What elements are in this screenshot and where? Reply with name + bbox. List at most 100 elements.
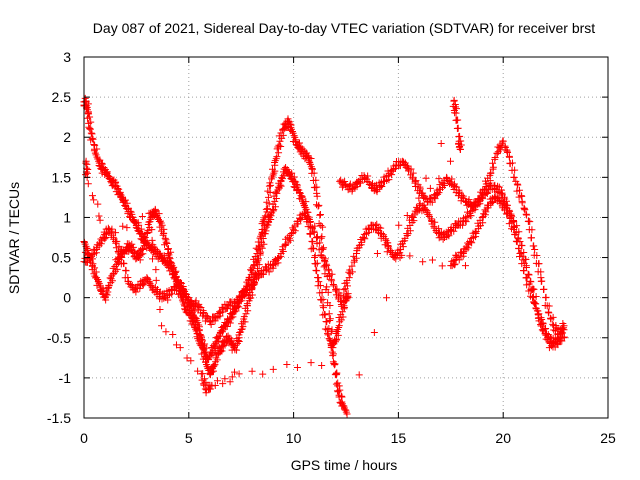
data-point: [328, 270, 336, 278]
data-point: [167, 258, 175, 266]
data-point: [313, 234, 321, 241]
data-point: [227, 338, 235, 346]
data-point: [240, 315, 248, 323]
data-point: [408, 173, 416, 181]
data-point: [187, 357, 195, 365]
data-point: [171, 269, 179, 276]
data-point: [518, 199, 526, 207]
data-point: [84, 180, 92, 188]
data-point: [422, 174, 430, 182]
data-point: [307, 359, 315, 367]
data-point: [117, 191, 125, 199]
data-point: [313, 189, 321, 197]
axis-ticks: [83, 56, 609, 419]
data-point: [130, 217, 138, 225]
data-point: [519, 266, 527, 274]
data-point: [313, 192, 321, 200]
data-point: [281, 242, 289, 250]
data-point: [296, 139, 304, 147]
series-track-f: [447, 192, 568, 347]
data-point: [320, 310, 328, 318]
data-point: [271, 203, 279, 211]
data-point: [191, 323, 199, 331]
data-point: [384, 242, 392, 250]
data-point: [222, 323, 230, 331]
data-point: [168, 262, 176, 270]
data-point: [293, 183, 301, 191]
data-point: [401, 237, 409, 245]
data-point: [450, 96, 458, 104]
data-point: [332, 380, 340, 388]
data-point: [306, 159, 314, 167]
data-point: [549, 320, 557, 328]
y-tick-label: 3: [63, 49, 71, 65]
data-point: [235, 303, 243, 311]
data-point: [506, 213, 514, 221]
data-point: [119, 259, 127, 267]
data-point: [461, 262, 469, 270]
data-points: [80, 94, 568, 418]
data-point: [93, 145, 101, 153]
x-tick-label: 25: [600, 430, 616, 446]
data-point: [383, 294, 391, 302]
data-point: [141, 279, 149, 287]
data-point: [113, 265, 121, 273]
data-point: [160, 229, 168, 237]
data-point: [318, 245, 326, 253]
data-point: [431, 195, 439, 203]
data-point: [213, 377, 221, 385]
data-point: [373, 250, 381, 258]
data-point: [275, 141, 283, 149]
data-point: [508, 159, 516, 167]
data-point: [202, 361, 210, 369]
data-point: [86, 113, 94, 121]
data-point: [151, 207, 159, 215]
data-point: [245, 297, 253, 305]
data-point: [232, 307, 240, 315]
data-point: [156, 249, 164, 257]
data-point: [516, 186, 524, 194]
data-point: [514, 234, 522, 242]
data-point: [316, 281, 324, 289]
data-point: [515, 228, 523, 236]
data-point: [156, 295, 164, 303]
data-point: [333, 371, 341, 379]
data-point: [324, 331, 332, 339]
data-point: [530, 298, 538, 306]
data-point: [315, 220, 323, 228]
data-point: [521, 255, 529, 263]
data-point: [544, 308, 552, 316]
data-point: [318, 362, 326, 370]
data-point: [242, 310, 250, 318]
data-point: [267, 212, 275, 220]
data-point: [388, 249, 396, 257]
y-tick-label: 0.5: [52, 250, 72, 266]
data-point: [344, 294, 352, 302]
data-point: [148, 236, 156, 244]
data-point: [314, 274, 322, 282]
data-point: [87, 129, 95, 137]
data-point: [526, 218, 534, 226]
data-point: [537, 321, 545, 329]
data-point: [329, 350, 337, 358]
data-point: [269, 262, 277, 270]
grid-lines: [84, 57, 608, 418]
data-point: [96, 216, 104, 224]
data-point: [195, 331, 203, 339]
data-point: [259, 270, 267, 278]
data-point: [112, 229, 120, 237]
data-point: [379, 231, 387, 239]
data-point: [535, 260, 543, 268]
data-point: [127, 208, 135, 216]
y-axis-label: SDTVAR / TECUs: [6, 182, 22, 294]
data-point: [372, 186, 380, 194]
data-point: [312, 176, 320, 184]
data-point: [329, 344, 337, 352]
data-point: [501, 142, 509, 150]
data-point: [272, 155, 280, 163]
data-point: [217, 327, 225, 335]
data-point: [406, 252, 414, 260]
data-point: [212, 354, 220, 362]
data-point: [237, 328, 245, 336]
data-point: [165, 253, 173, 261]
